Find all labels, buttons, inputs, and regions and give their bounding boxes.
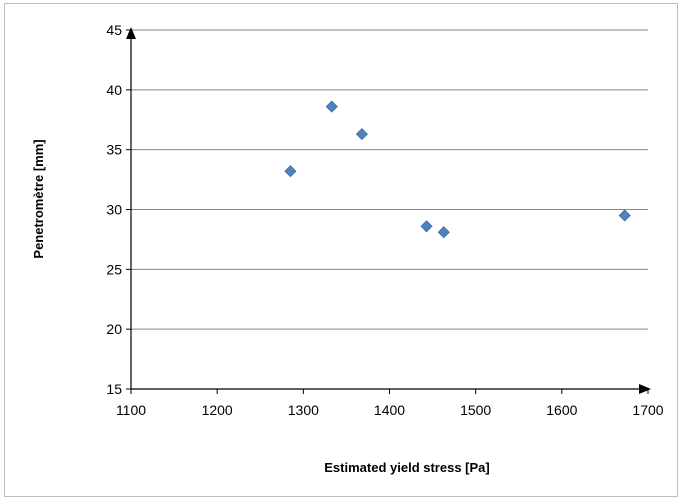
axes bbox=[126, 27, 651, 394]
x-tick-label-1400: 1400 bbox=[374, 402, 405, 418]
y-axis-title: Penetromètre [mm] bbox=[31, 139, 46, 258]
y-tick-label-35: 35 bbox=[106, 142, 122, 158]
y-axis-tick-labels: 15 20 25 30 35 40 45 bbox=[106, 22, 122, 397]
x-tick-label-1600: 1600 bbox=[546, 402, 577, 418]
y-tick-label-45: 45 bbox=[106, 22, 122, 38]
data-point-3 bbox=[355, 128, 368, 141]
y-tick-label-20: 20 bbox=[106, 321, 122, 337]
data-point-1 bbox=[284, 165, 297, 178]
grid-lines bbox=[131, 29, 648, 330]
y-axis-arrowhead bbox=[126, 27, 136, 39]
x-axis-arrowhead bbox=[639, 384, 651, 394]
data-points bbox=[284, 100, 631, 239]
chart-area bbox=[4, 3, 678, 497]
x-tick-label-1100: 1100 bbox=[116, 402, 146, 418]
y-tick-label-15: 15 bbox=[106, 381, 122, 397]
x-tick-label-1200: 1200 bbox=[202, 402, 233, 418]
data-point-5 bbox=[437, 226, 450, 239]
data-point-4 bbox=[420, 220, 433, 233]
data-point-2 bbox=[325, 100, 338, 113]
x-tick-label-1500: 1500 bbox=[460, 402, 491, 418]
x-axis-title: Estimated yield stress [Pa] bbox=[324, 460, 489, 475]
x-tick-label-1700: 1700 bbox=[632, 402, 663, 418]
x-axis-tick-labels: 1100 1200 1300 1400 1500 1600 1700 bbox=[116, 402, 664, 418]
data-point-6 bbox=[618, 209, 631, 222]
y-tick-label-25: 25 bbox=[106, 261, 122, 277]
y-tick-label-30: 30 bbox=[106, 202, 122, 218]
x-tick-label-1300: 1300 bbox=[288, 402, 319, 418]
y-tick-label-40: 40 bbox=[106, 82, 122, 98]
